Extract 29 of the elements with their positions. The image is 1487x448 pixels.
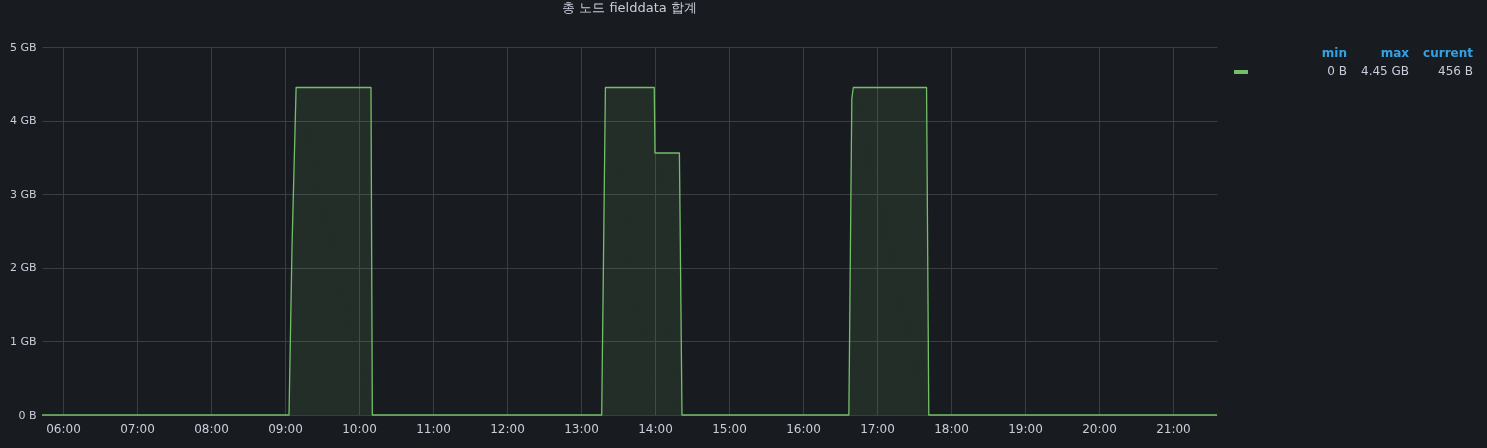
text: 0 B bbox=[1326, 63, 1347, 80]
x-tick-label: 09:00 bbox=[268, 421, 303, 436]
text: 456 B bbox=[1437, 63, 1473, 80]
y-tick-label: 2 GB bbox=[9, 261, 37, 275]
x-tick-label: 20:00 bbox=[1082, 421, 1117, 436]
x-tick-label: 11:00 bbox=[416, 421, 451, 436]
text: 4.45 GB bbox=[1360, 63, 1410, 80]
x-tick-label: 17:00 bbox=[860, 421, 895, 436]
x-tick-label: 08:00 bbox=[194, 421, 229, 436]
x-tick-label: 18:00 bbox=[934, 421, 969, 436]
x-tick-label: 14:00 bbox=[638, 421, 673, 436]
x-tick-label: 13:00 bbox=[564, 421, 599, 436]
x-tick-label: 15:00 bbox=[712, 421, 747, 436]
y-tick-label: 1 GB bbox=[9, 334, 37, 348]
text: max bbox=[1379, 45, 1410, 62]
y-tick-label: 0 B bbox=[18, 408, 37, 422]
chart-title: 총 노드 fielddata 합계 bbox=[562, 0, 697, 15]
y-tick-label: 5 GB bbox=[9, 40, 37, 54]
text: min bbox=[1320, 45, 1347, 62]
y-tick-label: 4 GB bbox=[9, 114, 37, 128]
x-tick-label: 19:00 bbox=[1008, 421, 1043, 436]
x-tick-label: 06:00 bbox=[46, 421, 81, 436]
x-tick-label: 10:00 bbox=[342, 421, 377, 436]
x-tick-label: 16:00 bbox=[786, 421, 821, 436]
text: current bbox=[1422, 45, 1473, 62]
x-tick-label: 12:00 bbox=[490, 421, 525, 436]
x-tick-label: 21:00 bbox=[1156, 421, 1191, 436]
y-tick-label: 3 GB bbox=[9, 187, 37, 201]
x-tick-label: 07:00 bbox=[120, 421, 155, 436]
